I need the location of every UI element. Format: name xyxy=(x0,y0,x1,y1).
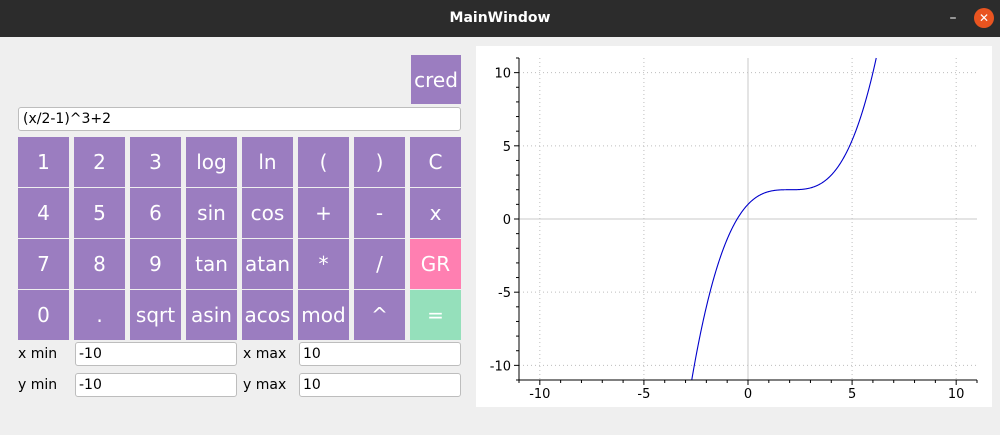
xmin-input[interactable]: -10 xyxy=(75,342,237,366)
graph-panel: -10 -5 0 5 10 10 5 0 -5 -10 xyxy=(476,46,992,407)
key-equals-button[interactable]: = xyxy=(410,290,461,340)
y-tick-label: 10 xyxy=(494,67,511,82)
key-power-button[interactable]: ^ xyxy=(354,290,405,340)
ymax-label: y max xyxy=(243,377,287,393)
key-4-button[interactable]: 4 xyxy=(18,188,69,238)
key-0-button[interactable]: 0 xyxy=(18,290,69,340)
cred-button[interactable]: cred xyxy=(411,55,461,104)
function-curve xyxy=(691,57,877,380)
key-9-button[interactable]: 9 xyxy=(130,239,181,289)
minimize-icon[interactable]: – xyxy=(949,10,957,26)
y-tick-label: -10 xyxy=(490,359,511,374)
key-asin-button[interactable]: asin xyxy=(186,290,237,340)
key-divide-button[interactable]: / xyxy=(354,239,405,289)
xmin-label: x min xyxy=(18,346,58,362)
x-tick-label: 0 xyxy=(744,387,752,402)
ymin-label: y min xyxy=(18,377,58,393)
key-3-button[interactable]: 3 xyxy=(130,137,181,187)
expression-input[interactable]: (x/2-1)^3+2 xyxy=(18,107,461,131)
key-minus-button[interactable]: - xyxy=(354,188,405,238)
xmax-label: x max xyxy=(243,346,287,362)
y-tick-label: 0 xyxy=(503,213,511,228)
x-tick-label: -10 xyxy=(529,387,550,402)
x-tick-label: -5 xyxy=(637,387,650,402)
key-open-paren-button[interactable]: ( xyxy=(298,137,349,187)
ymax-input[interactable]: 10 xyxy=(299,373,461,397)
key-clear-button[interactable]: C xyxy=(410,137,461,187)
key-graph-button[interactable]: GR xyxy=(410,239,461,289)
y-tick-label: 5 xyxy=(503,140,511,155)
key-sqrt-button[interactable]: sqrt xyxy=(130,290,181,340)
key-2-button[interactable]: 2 xyxy=(74,137,125,187)
x-tick-label: 10 xyxy=(948,387,965,402)
y-tick-label: -5 xyxy=(498,286,511,301)
key-7-button[interactable]: 7 xyxy=(18,239,69,289)
x-tick-label: 5 xyxy=(848,387,856,402)
key-6-button[interactable]: 6 xyxy=(130,188,181,238)
key-atan-button[interactable]: atan xyxy=(242,239,293,289)
key-decimal-point-button[interactable]: . xyxy=(74,290,125,340)
key-mod-button[interactable]: mod xyxy=(298,290,349,340)
key-1-button[interactable]: 1 xyxy=(18,137,69,187)
xmax-input[interactable]: 10 xyxy=(299,342,461,366)
key-acos-button[interactable]: acos xyxy=(242,290,293,340)
key-8-button[interactable]: 8 xyxy=(74,239,125,289)
close-icon[interactable]: ✕ xyxy=(974,8,994,28)
key-5-button[interactable]: 5 xyxy=(74,188,125,238)
key-cos-button[interactable]: cos xyxy=(242,188,293,238)
title-bar: MainWindow – ✕ xyxy=(0,0,1000,37)
window-title: MainWindow xyxy=(449,10,551,26)
key-log-button[interactable]: log xyxy=(186,137,237,187)
key-tan-button[interactable]: tan xyxy=(186,239,237,289)
key-sin-button[interactable]: sin xyxy=(186,188,237,238)
key-ln-button[interactable]: ln xyxy=(242,137,293,187)
key-variable-x-button[interactable]: x xyxy=(410,188,461,238)
key-plus-button[interactable]: + xyxy=(298,188,349,238)
ymin-input[interactable]: -10 xyxy=(75,373,237,397)
function-plot: -10 -5 0 5 10 10 5 0 -5 -10 xyxy=(490,57,978,402)
key-close-paren-button[interactable]: ) xyxy=(354,137,405,187)
key-multiply-button[interactable]: * xyxy=(298,239,349,289)
